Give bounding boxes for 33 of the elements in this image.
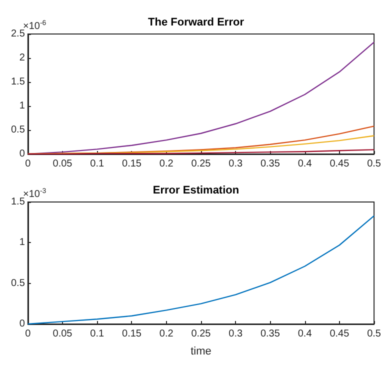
x-tick-label: 0.25: [191, 158, 212, 170]
x-tick-label: 0.25: [191, 328, 212, 340]
chart-title: Error Estimation: [152, 184, 240, 196]
y-tick-label: 1.5: [10, 196, 26, 208]
y-tick-label: 2: [19, 52, 26, 64]
y-tick-label: 1: [19, 100, 26, 112]
x-tick-label: 0.45: [330, 158, 350, 170]
y-tick-label: 0.5: [10, 278, 26, 289]
x-tick-label: 0.35: [260, 158, 280, 170]
y-tick-label: 0: [19, 148, 26, 160]
x-tick-label: 0.1: [90, 328, 105, 340]
y-tick-label: 0.5: [10, 124, 26, 136]
x-tick-label: 0.45: [330, 328, 350, 340]
x-tick-label: 0.5: [367, 328, 382, 340]
x-tick-label: 0.5: [367, 158, 382, 170]
x-tick-label: 0.3: [228, 328, 243, 340]
x-tick-label: 0.05: [52, 158, 73, 170]
chart-title: The Forward Error: [148, 16, 245, 28]
y-tick-label: 1: [19, 237, 26, 248]
x-tick-label: 0.4: [298, 158, 312, 170]
x-tick-label: 0.05: [52, 328, 73, 340]
x-tick-label: 0.1: [90, 158, 105, 170]
x-tick-label: 0.15: [122, 328, 142, 340]
x-tick-label: 0.15: [122, 158, 142, 170]
x-axis-title: time: [190, 346, 212, 358]
y-tick-label: 1.5: [10, 76, 26, 88]
x-tick-label: 0.3: [228, 158, 243, 170]
y-tick-label: 0: [19, 318, 26, 330]
x-tick-label: 0.2: [159, 158, 174, 170]
x-tick-label: 0.35: [260, 328, 280, 340]
x-tick-label: 0.4: [298, 328, 312, 340]
y-tick-label: 2.5: [10, 28, 26, 40]
x-tick-label: 0.2: [159, 328, 174, 340]
